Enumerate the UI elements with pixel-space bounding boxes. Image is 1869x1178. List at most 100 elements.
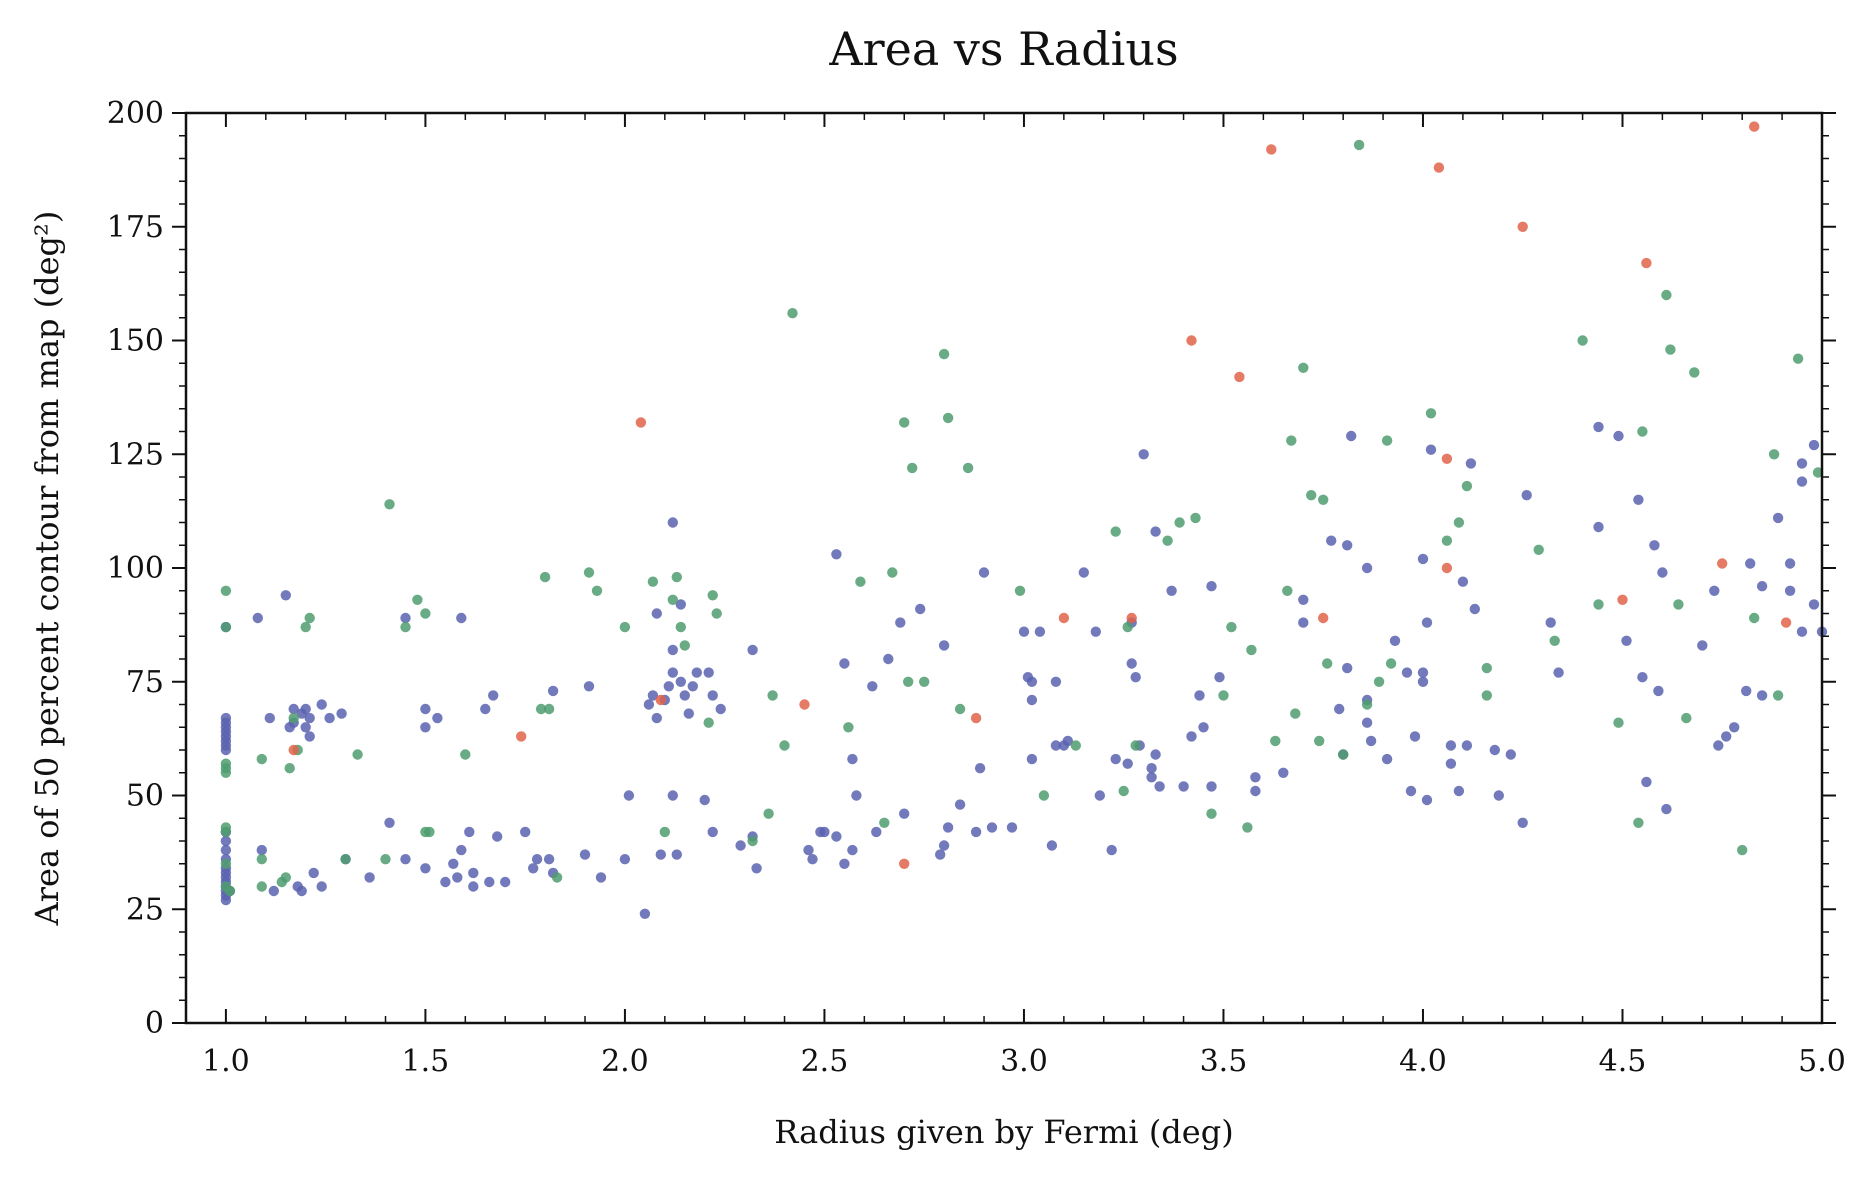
data-point-series-3 bbox=[288, 744, 299, 756]
data-point-series-1 bbox=[667, 517, 678, 528]
data-point-series-1 bbox=[655, 849, 666, 860]
data-point-series-1 bbox=[1154, 781, 1165, 792]
data-point-series-1 bbox=[747, 644, 758, 656]
data-point-series-1 bbox=[751, 863, 762, 874]
data-point-series-1 bbox=[547, 685, 559, 697]
data-point-series-1 bbox=[1150, 749, 1161, 760]
data-point-series-1 bbox=[1661, 803, 1672, 815]
data-point-series-2 bbox=[763, 808, 774, 819]
data-point-series-2 bbox=[1549, 635, 1560, 646]
data-point-series-3 bbox=[635, 417, 647, 428]
data-point-series-1 bbox=[1784, 585, 1796, 596]
data-point-series-3 bbox=[1780, 617, 1792, 628]
data-point-series-2 bbox=[280, 872, 291, 883]
data-point-series-2 bbox=[707, 590, 718, 601]
data-point-series-1 bbox=[336, 708, 347, 719]
data-point-series-1 bbox=[1808, 599, 1820, 610]
y-tick-label: 150 bbox=[107, 324, 164, 359]
data-point-series-2 bbox=[1130, 740, 1141, 751]
data-point-series-1 bbox=[420, 722, 431, 733]
data-point-series-1 bbox=[1206, 781, 1217, 792]
data-point-series-1 bbox=[1756, 690, 1768, 701]
data-point-series-1 bbox=[1796, 626, 1808, 637]
data-point-series-1 bbox=[1709, 585, 1720, 596]
data-point-series-2 bbox=[1453, 517, 1465, 528]
data-point-series-2 bbox=[1661, 289, 1672, 301]
data-point-series-2 bbox=[942, 412, 954, 424]
data-point-series-2 bbox=[747, 835, 758, 847]
data-point-series-2 bbox=[787, 308, 798, 319]
data-point-series-2 bbox=[1792, 353, 1804, 364]
data-point-series-2 bbox=[1633, 817, 1644, 828]
data-point-series-1 bbox=[1178, 781, 1189, 792]
data-point-series-1 bbox=[1034, 626, 1046, 637]
data-point-series-1 bbox=[456, 612, 467, 624]
data-point-series-2 bbox=[412, 594, 423, 605]
data-point-series-2 bbox=[1118, 785, 1129, 797]
data-point-series-2 bbox=[779, 740, 790, 751]
data-point-series-2 bbox=[420, 608, 431, 619]
data-point-series-1 bbox=[280, 590, 291, 601]
data-point-series-2 bbox=[1533, 544, 1544, 555]
data-point-series-1 bbox=[667, 790, 678, 801]
y-tick-label: 175 bbox=[107, 210, 164, 245]
data-point-series-1 bbox=[675, 599, 686, 610]
data-point-series-1 bbox=[851, 790, 862, 801]
data-point-series-1 bbox=[1621, 635, 1632, 646]
data-point-series-1 bbox=[364, 872, 375, 883]
data-point-series-1 bbox=[500, 876, 511, 888]
data-point-series-1 bbox=[1106, 844, 1117, 856]
x-tick-label: 1.0 bbox=[202, 1044, 250, 1079]
data-point-series-1 bbox=[492, 831, 503, 842]
data-point-series-1 bbox=[264, 712, 275, 724]
data-point-series-2 bbox=[352, 749, 363, 760]
data-point-series-1 bbox=[1206, 581, 1217, 592]
data-point-series-1 bbox=[942, 822, 954, 833]
data-point-series-2 bbox=[1681, 712, 1692, 724]
data-point-series-1 bbox=[420, 703, 431, 715]
data-point-series-3 bbox=[1749, 121, 1760, 132]
y-tick-label: 25 bbox=[126, 892, 164, 927]
data-point-series-1 bbox=[1453, 785, 1465, 797]
data-point-series-1 bbox=[1050, 740, 1062, 751]
data-point-series-1 bbox=[1062, 735, 1074, 747]
data-point-series-2 bbox=[907, 462, 918, 474]
data-point-series-2 bbox=[679, 640, 690, 651]
data-point-series-1 bbox=[671, 849, 682, 860]
data-point-series-2 bbox=[288, 712, 299, 724]
data-point-series-1 bbox=[954, 799, 966, 810]
y-tick-label: 200 bbox=[107, 96, 164, 131]
data-point-series-1 bbox=[468, 881, 479, 892]
data-point-series-1 bbox=[480, 703, 491, 715]
data-point-series-2 bbox=[954, 703, 966, 715]
data-point-series-1 bbox=[1741, 685, 1752, 697]
data-point-series-1 bbox=[647, 690, 659, 701]
data-point-series-2 bbox=[671, 571, 682, 583]
data-point-series-1 bbox=[1298, 617, 1309, 628]
data-point-series-3 bbox=[899, 858, 910, 869]
data-point-series-1 bbox=[1465, 458, 1477, 469]
data-point-series-2 bbox=[1038, 790, 1050, 801]
data-point-series-2 bbox=[1190, 512, 1201, 524]
data-point-series-2 bbox=[1174, 517, 1185, 528]
data-point-series-1 bbox=[1326, 535, 1337, 546]
data-point-series-2 bbox=[256, 753, 267, 765]
x-tick-label: 4.5 bbox=[1599, 1044, 1647, 1079]
data-point-series-1 bbox=[978, 567, 990, 578]
data-point-series-2 bbox=[220, 585, 232, 596]
x-tick-label: 4.0 bbox=[1399, 1044, 1447, 1079]
data-point-series-1 bbox=[484, 876, 495, 888]
data-point-series-2 bbox=[843, 722, 854, 733]
data-point-series-1 bbox=[288, 703, 299, 715]
data-point-series-1 bbox=[703, 667, 714, 678]
data-point-series-1 bbox=[1756, 581, 1768, 592]
data-point-series-1 bbox=[1361, 562, 1373, 574]
data-point-series-1 bbox=[1545, 617, 1556, 628]
data-point-series-1 bbox=[432, 712, 443, 724]
data-point-series-2 bbox=[855, 576, 866, 587]
data-point-series-3 bbox=[1266, 144, 1277, 155]
data-point-series-1 bbox=[895, 617, 906, 628]
data-point-series-3 bbox=[1186, 335, 1197, 346]
data-point-series-2 bbox=[340, 854, 351, 865]
